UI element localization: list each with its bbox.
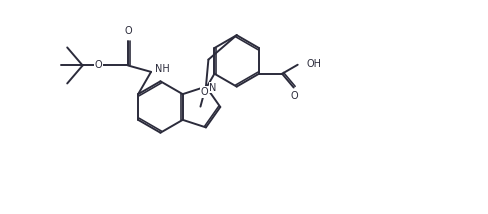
Text: N: N — [209, 83, 216, 93]
Text: O: O — [201, 87, 208, 97]
Text: O: O — [124, 26, 131, 36]
Text: OH: OH — [306, 59, 321, 69]
Text: NH: NH — [154, 64, 169, 74]
Text: O: O — [290, 91, 298, 101]
Text: O: O — [95, 60, 102, 70]
